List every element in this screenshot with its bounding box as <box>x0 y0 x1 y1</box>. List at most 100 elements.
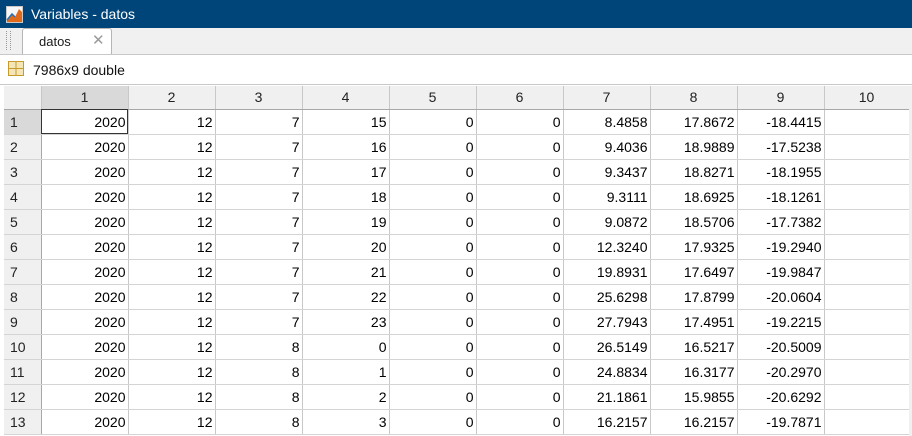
grid-cell[interactable] <box>824 384 910 410</box>
grid-cell[interactable]: 18.5706 <box>650 209 738 235</box>
grid-cell[interactable]: 0 <box>389 184 477 210</box>
grid-cell[interactable]: 0 <box>389 359 477 385</box>
grid-cell[interactable]: 7 <box>215 284 303 310</box>
grid-cell[interactable]: 12 <box>128 384 216 410</box>
grid-cell[interactable] <box>824 159 910 185</box>
grid-cell[interactable]: 18.9889 <box>650 134 738 160</box>
grid-cell[interactable]: 2020 <box>41 359 129 385</box>
grid-cell[interactable]: 12 <box>128 159 216 185</box>
column-header[interactable]: 6 <box>476 86 564 110</box>
row-header[interactable]: 2 <box>4 134 42 160</box>
grid-cell[interactable]: 2020 <box>41 234 129 260</box>
grid-cell[interactable]: 8 <box>215 334 303 360</box>
grid-cell[interactable]: -18.1261 <box>737 184 825 210</box>
grid-cell[interactable]: 0 <box>389 309 477 335</box>
drag-grip-icon[interactable] <box>6 31 11 50</box>
column-header[interactable]: 9 <box>737 86 825 110</box>
grid-cell[interactable] <box>824 284 910 310</box>
column-header[interactable]: 1 <box>41 86 129 110</box>
grid-cell[interactable]: 0 <box>476 384 564 410</box>
grid-cell[interactable]: -20.5009 <box>737 334 825 360</box>
grid-cell[interactable]: 0 <box>389 134 477 160</box>
grid-cell[interactable]: 2020 <box>41 159 129 185</box>
grid-cell[interactable]: 21 <box>302 259 390 285</box>
grid-cell[interactable] <box>824 134 910 160</box>
grid-cell[interactable]: 12 <box>128 209 216 235</box>
grid-cell[interactable]: 1 <box>302 359 390 385</box>
grid-cell[interactable]: 18.8271 <box>650 159 738 185</box>
grid-cell[interactable]: -18.4415 <box>737 109 825 135</box>
grid-cell[interactable]: 2020 <box>41 184 129 210</box>
grid-cell[interactable]: 20 <box>302 234 390 260</box>
grid-cell[interactable]: 16 <box>302 134 390 160</box>
grid-cell[interactable]: 17.6497 <box>650 259 738 285</box>
grid-cell[interactable]: 0 <box>389 334 477 360</box>
grid-cell[interactable]: -17.7382 <box>737 209 825 235</box>
grid-cell[interactable]: 0 <box>476 109 564 135</box>
grid-cell[interactable] <box>824 359 910 385</box>
grid-cell[interactable]: 0 <box>476 309 564 335</box>
grid-cell[interactable] <box>824 409 910 435</box>
grid-cell[interactable]: 7 <box>215 209 303 235</box>
grid-cell[interactable]: -20.6292 <box>737 384 825 410</box>
grid-cell[interactable]: 25.6298 <box>563 284 651 310</box>
grid-cell[interactable]: -19.2940 <box>737 234 825 260</box>
row-header[interactable]: 7 <box>4 259 42 285</box>
grid-cell[interactable]: 3 <box>302 409 390 435</box>
grid-cell[interactable]: -20.2970 <box>737 359 825 385</box>
grid-cell[interactable]: 0 <box>389 209 477 235</box>
grid-cell[interactable]: 0 <box>389 284 477 310</box>
row-header[interactable]: 11 <box>4 359 42 385</box>
grid-cell[interactable]: 0 <box>389 159 477 185</box>
grid-cell[interactable]: 9.3437 <box>563 159 651 185</box>
grid-cell[interactable]: 2020 <box>41 334 129 360</box>
grid-cell[interactable]: 9.0872 <box>563 209 651 235</box>
grid-cell[interactable]: 7 <box>215 259 303 285</box>
grid-cell[interactable]: 15.9855 <box>650 384 738 410</box>
grid-cell[interactable]: 2020 <box>41 309 129 335</box>
grid-cell[interactable]: 2020 <box>41 284 129 310</box>
column-header[interactable]: 2 <box>128 86 216 110</box>
grid-cell[interactable]: 2020 <box>41 384 129 410</box>
grid-cell[interactable]: 2020 <box>41 109 129 135</box>
column-header[interactable]: 7 <box>563 86 651 110</box>
grid-cell[interactable]: 17.9325 <box>650 234 738 260</box>
grid-cell[interactable]: 0 <box>389 109 477 135</box>
grid-cell[interactable]: 19 <box>302 209 390 235</box>
grid-cell[interactable]: 0 <box>476 184 564 210</box>
grid-cell[interactable]: 17.8799 <box>650 284 738 310</box>
column-header[interactable]: 3 <box>215 86 303 110</box>
grid-cell[interactable]: 27.7943 <box>563 309 651 335</box>
grid-cell[interactable]: 0 <box>476 334 564 360</box>
column-header[interactable]: 4 <box>302 86 390 110</box>
grid-cell[interactable]: 12 <box>128 259 216 285</box>
grid-cell[interactable] <box>824 234 910 260</box>
grid-cell[interactable]: 0 <box>476 409 564 435</box>
grid-cell[interactable]: 7 <box>215 234 303 260</box>
grid-cell[interactable]: 2 <box>302 384 390 410</box>
grid-cell[interactable]: 26.5149 <box>563 334 651 360</box>
row-header[interactable]: 8 <box>4 284 42 310</box>
grid-cell[interactable]: 0 <box>476 209 564 235</box>
row-header[interactable]: 3 <box>4 159 42 185</box>
grid-cell[interactable]: 22 <box>302 284 390 310</box>
grid-cell[interactable]: 7 <box>215 109 303 135</box>
grid-cell[interactable]: 15 <box>302 109 390 135</box>
row-header[interactable]: 9 <box>4 309 42 335</box>
grid-cell[interactable]: 9.4036 <box>563 134 651 160</box>
grid-cell[interactable]: 12 <box>128 359 216 385</box>
grid-cell[interactable]: 17.8672 <box>650 109 738 135</box>
grid-cell[interactable]: 12 <box>128 309 216 335</box>
grid-cell[interactable]: 7 <box>215 134 303 160</box>
grid-cell[interactable]: 12 <box>128 334 216 360</box>
grid-cell[interactable]: 7 <box>215 184 303 210</box>
grid-cell[interactable]: 12 <box>128 184 216 210</box>
row-header[interactable]: 12 <box>4 384 42 410</box>
grid-cell[interactable]: 17 <box>302 159 390 185</box>
grid-cell[interactable] <box>824 309 910 335</box>
grid-cell[interactable]: 0 <box>389 234 477 260</box>
grid-cell[interactable] <box>824 334 910 360</box>
grid-cell[interactable]: 16.2157 <box>650 409 738 435</box>
grid-cell[interactable]: 7 <box>215 309 303 335</box>
grid-cell[interactable]: 0 <box>476 159 564 185</box>
